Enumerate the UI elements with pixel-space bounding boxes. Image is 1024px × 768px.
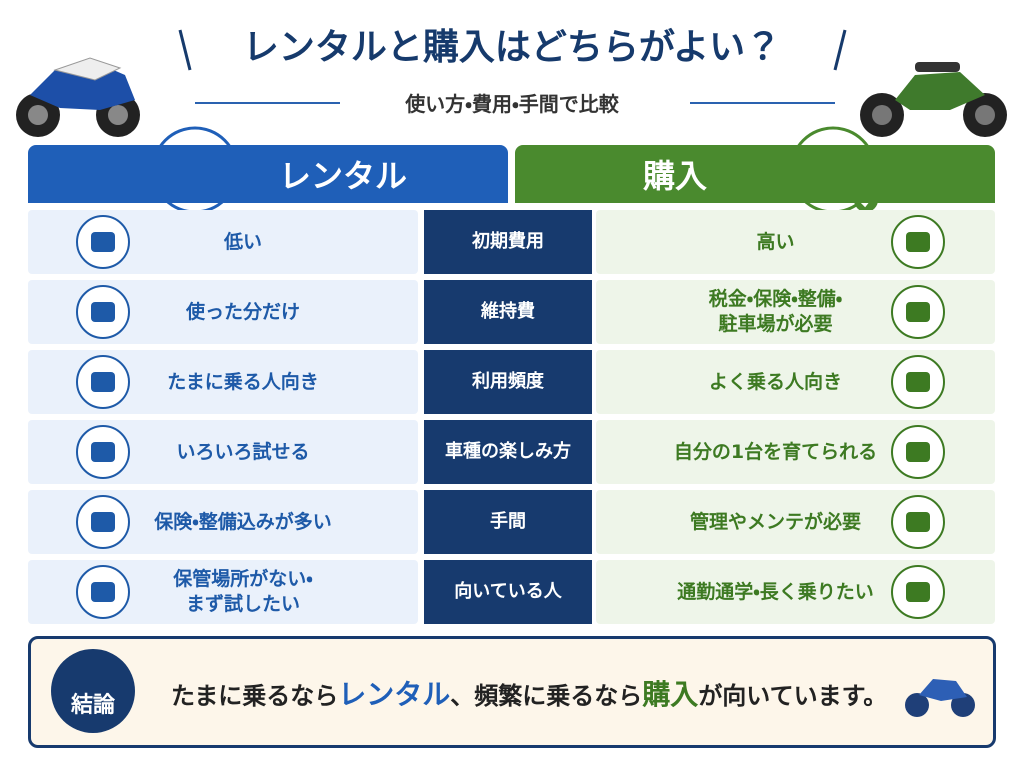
row-icon xyxy=(891,355,945,409)
classic-bike xyxy=(860,62,1007,137)
text: 、頻繁に乗るなら xyxy=(450,682,643,710)
row-icon xyxy=(76,355,130,409)
conclusion-text: たまに乗るならレンタル、頻繁に乗るなら購入が向いています。 xyxy=(171,673,887,713)
conclusion-label: 結論 xyxy=(51,649,135,733)
slash xyxy=(178,29,192,71)
row-icon xyxy=(891,425,945,479)
row-icon xyxy=(76,215,130,269)
rental-header: レンタル xyxy=(28,145,508,203)
sport-bike xyxy=(16,57,140,137)
highlight: レンタル xyxy=(338,678,451,711)
row-icon xyxy=(891,565,945,619)
conclusion-box: 結論 たまに乗るならレンタル、頻繁に乗るなら購入が向いています。 xyxy=(28,636,996,748)
row-icon xyxy=(891,215,945,269)
row-icon xyxy=(76,285,130,339)
row-icon xyxy=(76,425,130,479)
purchase-header: 購入 xyxy=(515,145,995,203)
category-cell: 向いている人 xyxy=(424,560,592,624)
category-cell: 手間 xyxy=(424,490,592,554)
subtitle: 使い方・費用・手間で比較 xyxy=(405,92,619,116)
text: が向いています。 xyxy=(698,682,888,710)
slash xyxy=(833,29,847,71)
category-cell: 初期費用 xyxy=(424,210,592,274)
category-cell: 維持費 xyxy=(424,280,592,344)
highlight: 購入 xyxy=(642,678,699,711)
row-icon xyxy=(76,495,130,549)
row-icon xyxy=(891,285,945,339)
row-icon xyxy=(76,565,130,619)
row-icon xyxy=(891,495,945,549)
category-cell: 車種の楽しみ方 xyxy=(424,420,592,484)
title: レンタルと購入はどちらがよい？ xyxy=(242,27,782,68)
text: たまに乗るなら xyxy=(171,682,339,710)
category-cell: 利用頻度 xyxy=(424,350,592,414)
bike-icon xyxy=(905,679,975,717)
